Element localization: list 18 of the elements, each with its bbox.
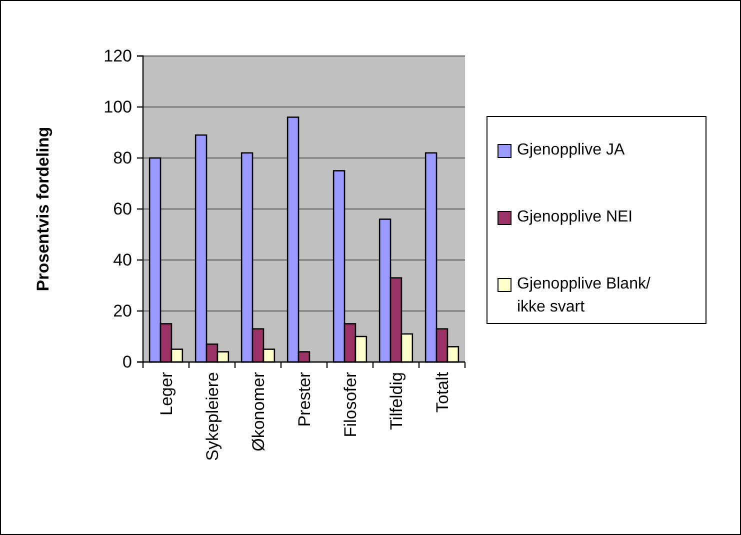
x-tick-label: Tilfeldig (387, 372, 406, 430)
legend-label: Gjenopplive NEI (517, 208, 633, 226)
x-tick-label: Prester (295, 372, 314, 427)
x-tick-label: Filosofer (341, 372, 360, 438)
legend-label: Gjenopplive JA (517, 142, 625, 159)
y-tick-label: 20 (113, 301, 132, 320)
x-tick-label: Økonomer (249, 372, 268, 452)
x-tick-label: Totalt (433, 372, 452, 413)
y-tick-label: 120 (104, 46, 132, 66)
y-tick-label: 60 (113, 199, 132, 218)
y-tick-label: 80 (113, 148, 132, 168)
y-tick-label: 100 (104, 97, 132, 116)
x-tick-label: Sykepleiere (203, 372, 222, 461)
y-tick-label: 0 (122, 352, 132, 372)
legend-label: Gjenopplive Blank/ ikke svart (517, 276, 651, 316)
y-axis-title: Prosentvis fordeling (33, 126, 52, 292)
y-tick-label: 40 (113, 250, 132, 270)
x-tick-label: Leger (157, 372, 176, 416)
